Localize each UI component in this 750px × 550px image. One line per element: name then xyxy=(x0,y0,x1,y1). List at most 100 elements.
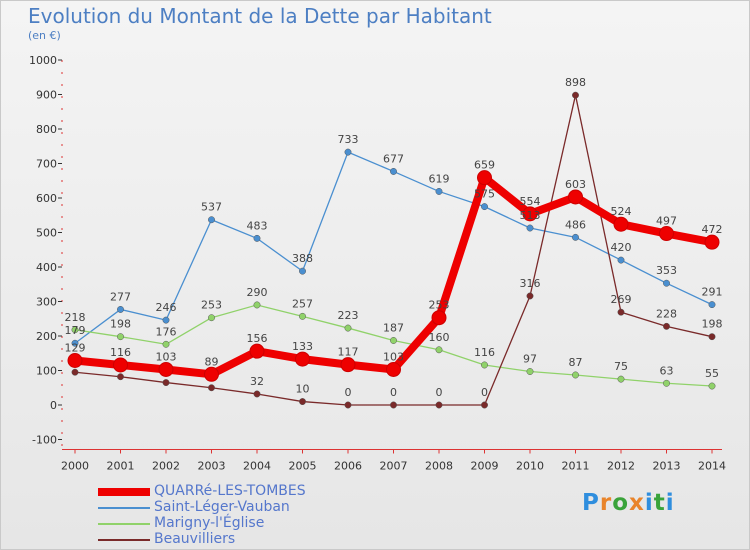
data-point xyxy=(663,379,670,387)
data-point xyxy=(117,373,124,381)
y-tick-label: 200 xyxy=(36,330,57,343)
data-point xyxy=(208,216,215,224)
data-label: 117 xyxy=(338,346,359,359)
data-point xyxy=(344,401,352,409)
data-point xyxy=(435,401,443,409)
data-point xyxy=(390,401,397,409)
data-point xyxy=(299,312,306,320)
y-tick-label: -100 xyxy=(32,434,57,447)
data-label: 87 xyxy=(569,356,583,369)
data-label: 659 xyxy=(474,159,495,172)
data-point xyxy=(162,340,170,348)
data-point xyxy=(435,346,443,354)
data-label: 0 xyxy=(390,386,397,399)
data-point xyxy=(117,305,124,313)
data-label: 291 xyxy=(702,286,723,299)
data-point xyxy=(340,357,356,373)
data-label: 0 xyxy=(436,386,443,399)
data-point xyxy=(208,384,215,392)
data-point xyxy=(659,226,674,242)
data-point xyxy=(481,203,488,211)
data-label: 246 xyxy=(156,301,177,314)
data-label: 524 xyxy=(611,205,632,218)
x-tick-label: 2011 xyxy=(562,460,590,473)
data-point xyxy=(435,187,443,195)
y-tick-label: 500 xyxy=(36,227,57,240)
data-label: 898 xyxy=(565,76,586,89)
data-point xyxy=(663,322,670,330)
data-label: 103 xyxy=(383,350,404,363)
data-point xyxy=(526,368,534,375)
data-point xyxy=(663,279,670,287)
data-point xyxy=(299,398,306,405)
data-point xyxy=(526,224,534,232)
data-point xyxy=(481,401,488,409)
data-point xyxy=(249,343,265,359)
data-label: 619 xyxy=(429,172,450,185)
proxiti-logo: Proxiti xyxy=(582,490,675,516)
data-point xyxy=(617,256,625,264)
data-label: 218 xyxy=(65,311,86,324)
data-point xyxy=(568,189,583,205)
data-point xyxy=(708,382,716,390)
data-label: 10 xyxy=(296,383,310,396)
x-tick-label: 2007 xyxy=(380,460,408,473)
data-label: 55 xyxy=(705,367,719,380)
y-tick-label: 300 xyxy=(36,296,57,309)
data-point xyxy=(431,310,447,326)
data-point xyxy=(208,314,215,322)
legend-label: Marigny-l'Église xyxy=(154,515,265,531)
data-point xyxy=(613,216,629,232)
legend-swatch xyxy=(98,539,150,541)
legend-swatch xyxy=(98,523,150,525)
data-label: 198 xyxy=(702,318,723,331)
data-label: 497 xyxy=(656,215,677,228)
data-point xyxy=(113,357,128,373)
data-label: 187 xyxy=(383,321,404,334)
data-point xyxy=(162,316,170,324)
x-tick-label: 2012 xyxy=(607,460,635,473)
data-point xyxy=(572,371,579,379)
data-label: 133 xyxy=(292,340,313,353)
y-tick-label: 700 xyxy=(36,158,57,171)
y-tick-label: 1000 xyxy=(29,54,57,67)
data-label: 63 xyxy=(660,364,674,377)
legend-swatch xyxy=(98,507,150,509)
data-label: 32 xyxy=(250,375,264,388)
data-label: 253 xyxy=(429,299,450,312)
data-point xyxy=(708,301,716,309)
data-point xyxy=(204,366,219,382)
data-label: 179 xyxy=(65,324,86,337)
data-point xyxy=(71,326,79,334)
data-label: 733 xyxy=(338,133,359,146)
data-point xyxy=(162,379,170,387)
y-tick-label: 900 xyxy=(36,89,57,102)
data-label: 228 xyxy=(656,307,677,320)
data-point xyxy=(253,301,261,309)
data-point xyxy=(295,351,310,367)
data-point xyxy=(572,233,579,241)
data-label: 472 xyxy=(702,223,723,236)
data-point xyxy=(526,292,534,300)
data-point xyxy=(299,267,306,275)
data-label: 353 xyxy=(656,264,677,277)
data-label: 0 xyxy=(481,386,488,399)
data-label: 554 xyxy=(520,195,541,208)
x-tick-label: 2003 xyxy=(198,460,226,473)
data-point xyxy=(572,91,579,99)
data-point xyxy=(117,333,124,341)
data-point xyxy=(390,337,397,344)
data-label: 0 xyxy=(345,386,352,399)
data-point xyxy=(253,234,261,242)
data-point xyxy=(71,368,79,376)
data-label: 290 xyxy=(247,286,268,299)
data-point xyxy=(708,333,716,341)
data-point xyxy=(617,308,625,316)
data-point xyxy=(386,361,401,377)
data-label: 575 xyxy=(474,188,495,201)
x-tick-label: 2005 xyxy=(289,460,317,473)
data-label: 156 xyxy=(247,332,268,345)
y-tick-label: 600 xyxy=(36,192,57,205)
